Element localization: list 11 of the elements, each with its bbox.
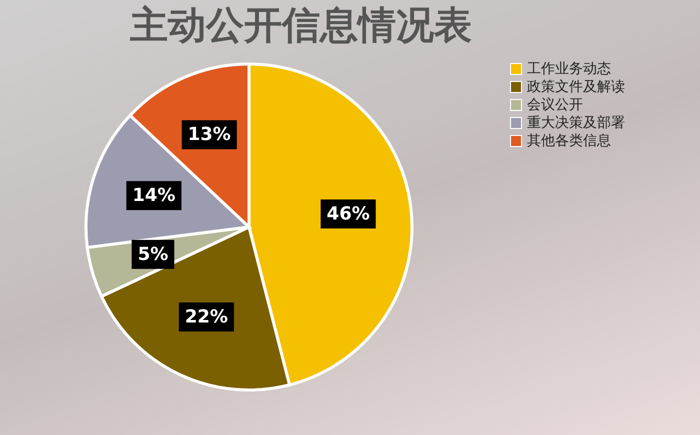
legend-label: 会议公开 [527,97,583,113]
legend-label: 重大决策及部署 [527,115,625,131]
data-label: 14% [132,185,176,206]
legend-label: 工作业务动态 [527,61,611,77]
legend-label: 政策文件及解读 [527,79,625,95]
data-label: 22% [184,306,228,328]
data-label: 13% [188,124,231,146]
legend-label: 其他各类信息 [527,133,611,149]
chart-title: 主动公开信息情况表 [130,4,472,47]
data-label: 46% [326,203,370,224]
data-label: 5% [138,244,168,265]
